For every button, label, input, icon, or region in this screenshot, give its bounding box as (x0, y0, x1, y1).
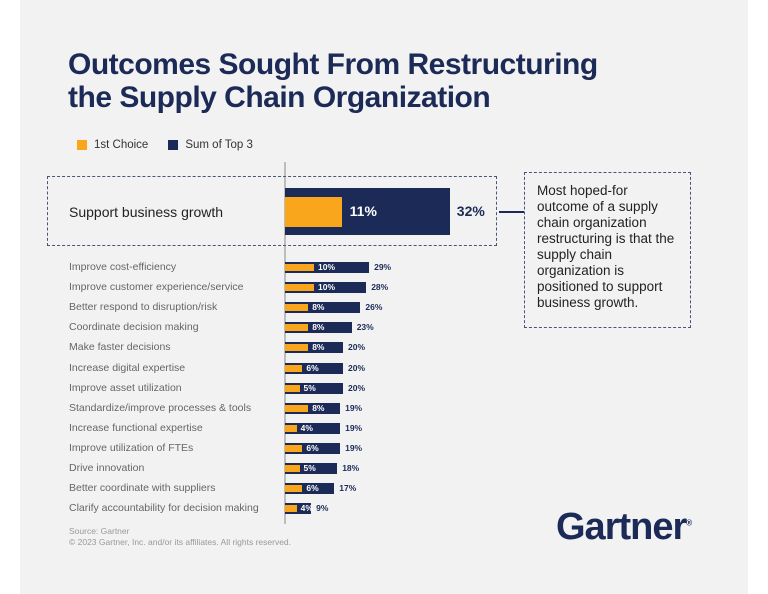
infographic-card (20, 0, 748, 594)
chart-title: Outcomes Sought From Restructuring the Su… (68, 48, 598, 114)
value-label-sum-top3: 17% (339, 483, 357, 494)
bar-first-choice (285, 505, 297, 513)
bar-first-choice (285, 424, 297, 432)
bar-sum-top3 (285, 463, 338, 474)
value-label-sum-top3: 19% (345, 402, 363, 413)
source-text: Source: Gartner (69, 526, 130, 536)
connector-line (499, 211, 524, 213)
category-label: Clarify accountability for decision maki… (69, 502, 259, 515)
value-label-first-choice: 10% (318, 262, 336, 272)
legend-swatch (168, 140, 179, 150)
bar-first-choice (285, 197, 342, 227)
value-label-first-choice: 5% (303, 463, 316, 473)
annotation-box: Most hoped-for outcome of a supply chain… (524, 172, 691, 328)
category-label: Increase functional expertise (69, 421, 203, 434)
legend-swatch (77, 140, 87, 150)
bar-first-choice (285, 485, 303, 493)
bar-sum-top3 (285, 262, 370, 273)
bar-sum-top3 (285, 402, 341, 414)
category-label: Standardize/improve processes & tools (69, 401, 252, 414)
bar-sum-top3 (285, 483, 335, 495)
highlight-category-label: Support business growth (69, 204, 224, 220)
bar-first-choice (285, 444, 303, 452)
bar-first-choice (285, 324, 309, 332)
bar-sum-top3 (285, 362, 343, 374)
legend-item-first-choice: 1st Choice (77, 139, 148, 151)
value-label-first-choice: 10% (318, 282, 336, 293)
value-label-first-choice: 6% (306, 483, 319, 494)
value-label-first-choice: 8% (312, 322, 325, 333)
category-label: Better coordinate with suppliers (69, 482, 216, 495)
title-line-2: the Supply Chain Organization (68, 81, 491, 114)
value-label-sum-top3: 9% (316, 503, 329, 514)
value-label-sum-top3: 28% (371, 282, 389, 293)
category-label: Improve customer experience/service (69, 281, 244, 294)
category-label: Improve cost-efficiency (69, 261, 177, 273)
copyright-text: © 2023 Gartner, Inc. and/or its affiliat… (69, 537, 292, 547)
value-label-sum-top3: 20% (348, 342, 366, 353)
value-label-sum-top3: 19% (345, 422, 363, 433)
value-label-first-choice: 6% (306, 442, 319, 453)
legend-item-sum-top3: Sum of Top 3 (168, 139, 253, 151)
value-label-first-choice: 11% (349, 203, 377, 219)
source-note: Source: Gartner © 2023 Gartner, Inc. and/… (69, 526, 291, 548)
category-label: Improve asset utilization (69, 381, 182, 394)
category-label: Improve utilization of FTEs (69, 441, 194, 454)
value-label-sum-top3: 19% (345, 442, 363, 453)
bar-sum-top3 (285, 342, 343, 354)
value-label-first-choice: 5% (303, 382, 316, 393)
legend: 1st Choice Sum of Top 3 (77, 139, 253, 151)
value-label-sum-top3: 23% (356, 322, 374, 333)
gartner-logo: Gartner® (556, 506, 693, 548)
logo-text: Gartner (556, 506, 687, 548)
bar-first-choice (285, 465, 300, 472)
legend-label: Sum of Top 3 (185, 139, 253, 151)
value-label-sum-top3: 20% (348, 362, 366, 373)
axis-line (284, 162, 286, 524)
category-label: Better respond to disruption/risk (69, 301, 218, 314)
bar-sum-top3 (285, 442, 341, 454)
bar-sum-top3 (285, 302, 361, 314)
value-label-sum-top3: 29% (374, 262, 392, 272)
category-label: Drive innovation (69, 462, 145, 474)
highlight-box (47, 176, 497, 246)
bar-first-choice (285, 284, 314, 292)
bar-sum-top3 (285, 382, 343, 394)
bar-sum-top3 (285, 282, 367, 294)
bar-first-choice (285, 404, 309, 412)
title-line-1: Outcomes Sought From Restructuring (68, 48, 598, 81)
value-label-first-choice: 4% (300, 503, 313, 514)
bar-first-choice (285, 264, 314, 271)
bar-first-choice (285, 384, 300, 392)
category-label: Make faster decisions (69, 341, 171, 354)
bar-sum-top3 (285, 322, 352, 334)
value-label-sum-top3: 32% (456, 203, 485, 219)
value-label-sum-top3: 26% (365, 302, 383, 313)
bar-first-choice (285, 304, 309, 312)
category-label: Coordinate decision making (69, 321, 199, 334)
value-label-sum-top3: 18% (342, 463, 360, 473)
value-label-first-choice: 6% (306, 362, 319, 373)
bar-first-choice (285, 364, 303, 372)
legend-label: 1st Choice (94, 139, 149, 151)
bar-first-choice (285, 344, 309, 352)
value-label-first-choice: 4% (300, 422, 313, 433)
category-label: Increase digital expertise (69, 361, 186, 374)
bar-sum-top3 (285, 422, 341, 434)
value-label-first-choice: 8% (312, 342, 325, 353)
value-label-first-choice: 8% (312, 402, 325, 413)
bar-sum-top3 (285, 503, 312, 515)
value-label-first-choice: 8% (312, 302, 325, 313)
value-label-sum-top3: 20% (348, 382, 366, 393)
